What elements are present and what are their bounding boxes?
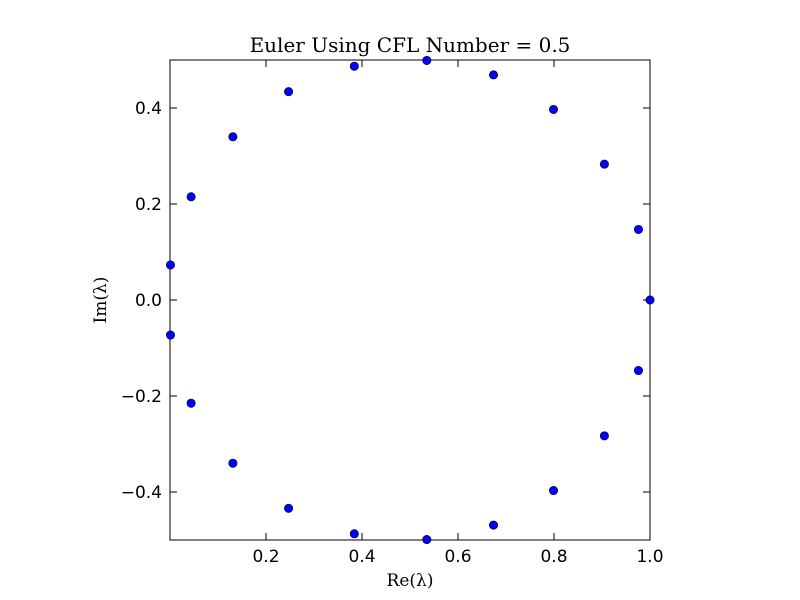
y-tick-label: 0.0	[135, 291, 162, 311]
x-tick-label: 0.6	[444, 547, 471, 567]
data-point	[422, 55, 432, 65]
chart-title: Euler Using CFL Number = 0.5	[250, 33, 571, 57]
data-point	[349, 529, 359, 539]
data-point	[349, 61, 359, 71]
data-point	[284, 87, 294, 97]
x-tick-label: 0.4	[348, 547, 375, 567]
x-tick-label: 1.0	[636, 547, 663, 567]
data-point	[549, 104, 559, 114]
data-point	[489, 520, 499, 530]
data-point	[633, 366, 643, 376]
x-axis-label: Re(λ)	[387, 571, 434, 591]
y-tick-label: −0.4	[121, 483, 162, 503]
y-tick-label: 0.2	[135, 195, 162, 215]
y-axis-label: Im(λ)	[91, 277, 111, 324]
data-point	[633, 224, 643, 234]
data-point	[489, 70, 499, 80]
data-points	[165, 55, 655, 545]
data-point	[645, 295, 655, 305]
x-tick-label: 0.8	[540, 547, 567, 567]
data-point	[186, 192, 196, 202]
data-point	[186, 398, 196, 408]
data-point	[422, 535, 432, 545]
data-point	[599, 431, 609, 441]
data-point	[228, 458, 238, 468]
axis-ticks: 0.2 0.4 0.6 0.8 1.0 −0.4 −0.2 0.0 0.2 0.4	[121, 60, 664, 567]
data-point	[549, 486, 559, 496]
plot-area	[169, 59, 651, 541]
data-point	[165, 330, 175, 340]
x-tick-label: 0.2	[252, 547, 279, 567]
y-tick-label: −0.2	[121, 387, 162, 407]
data-point	[165, 260, 175, 270]
data-point	[599, 159, 609, 169]
y-tick-label: 0.4	[135, 99, 162, 119]
data-point	[284, 503, 294, 513]
data-point	[228, 132, 238, 142]
